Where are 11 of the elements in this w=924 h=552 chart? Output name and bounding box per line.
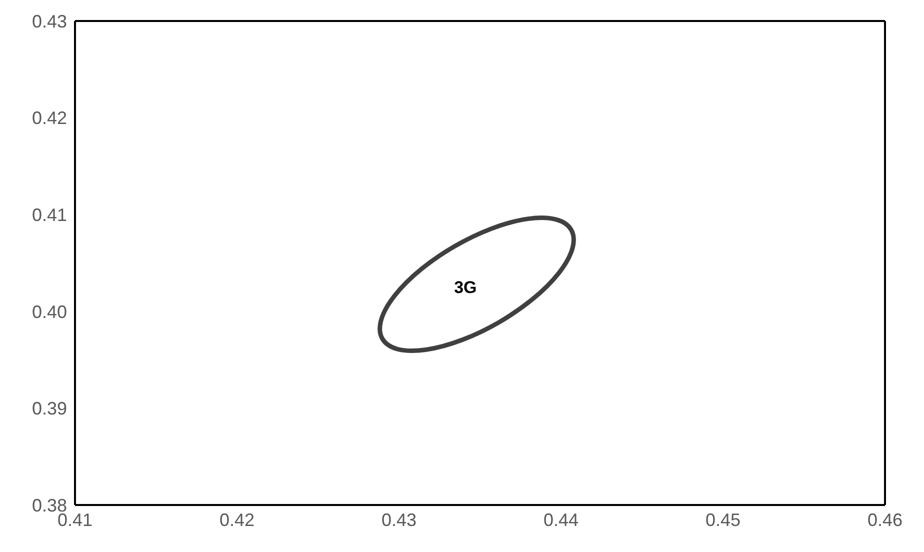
y-tick-label: 0.40 [32,302,67,322]
y-tick-label: 0.42 [32,108,67,128]
x-tick-label: 0.42 [219,510,255,530]
y-tick-label: 0.39 [32,398,67,419]
annotation: 3G [454,278,477,298]
x-tick-label: 0.45 [705,510,741,530]
x-tick-label: 0.44 [543,510,579,530]
y-tick-label: 0.41 [32,204,67,225]
x-tick-label: 0.46 [867,510,903,530]
x-tick-label: 0.43 [381,510,417,530]
y-tick-label: 0.43 [32,11,67,32]
